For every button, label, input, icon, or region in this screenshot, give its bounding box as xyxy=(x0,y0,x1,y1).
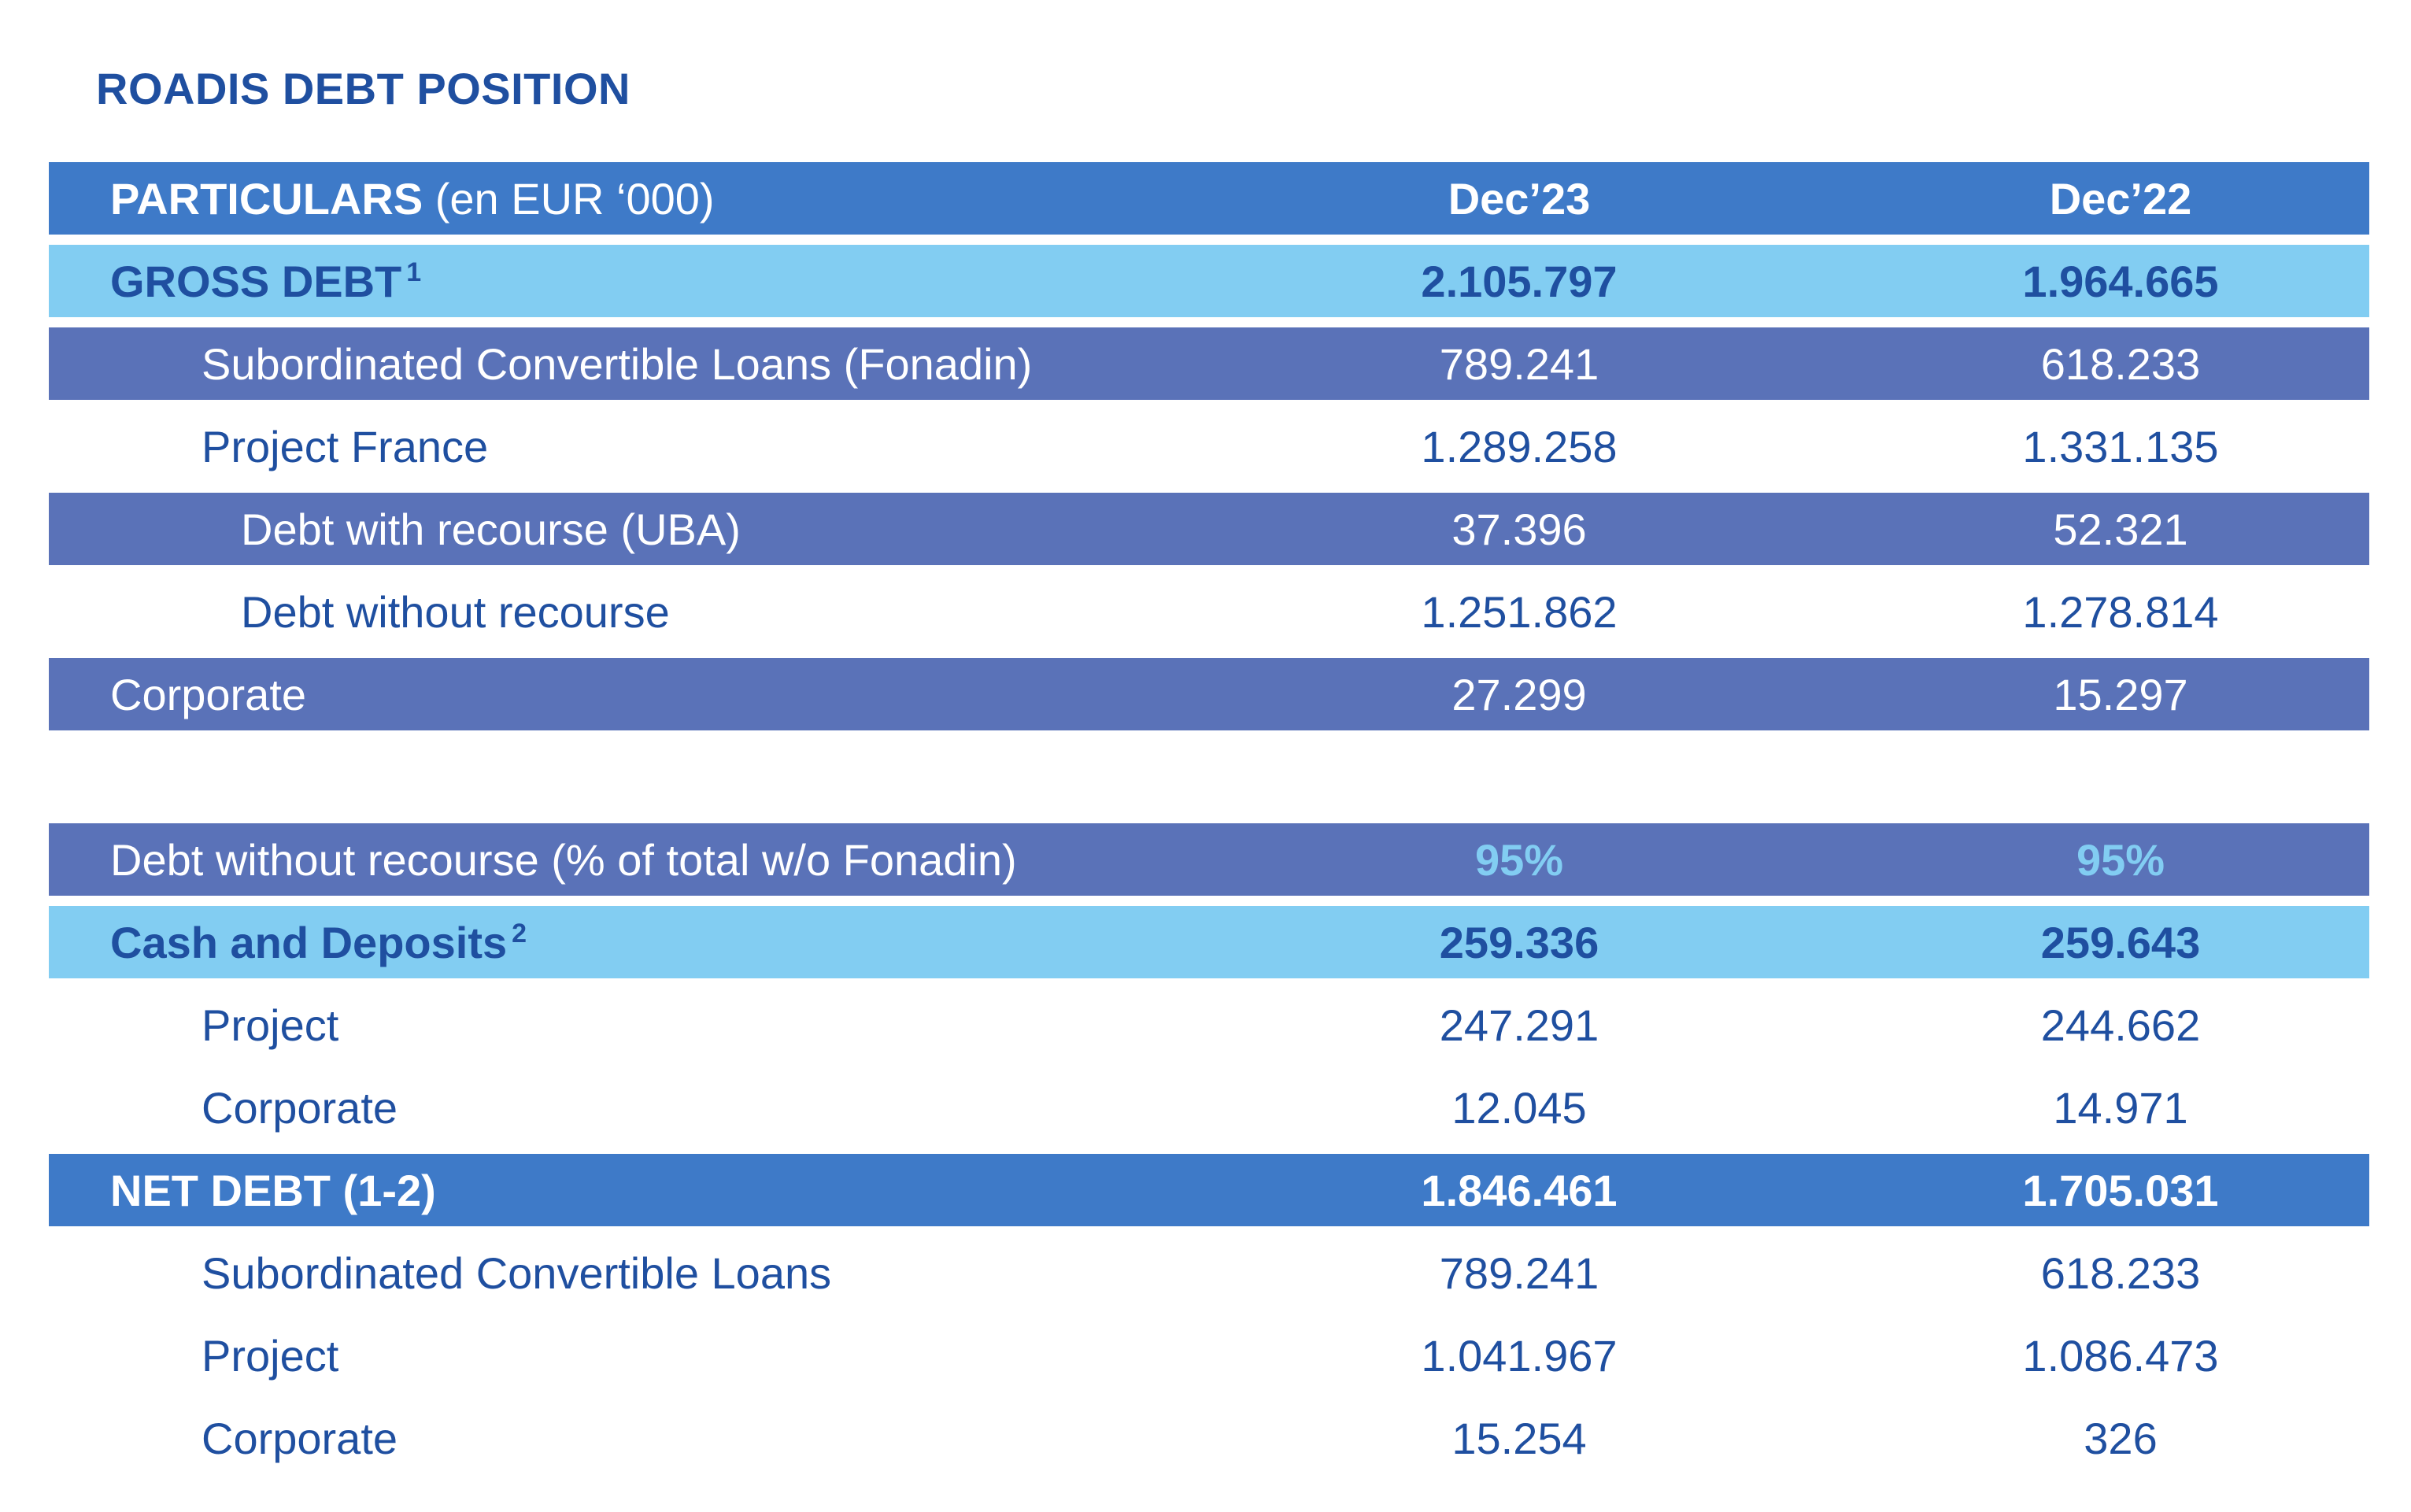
row-dec22: 95% xyxy=(2076,834,2165,885)
debt-table-bottom: Debt without recourse (% of total w/o Fo… xyxy=(49,823,2369,1484)
row-dec23: 2.105.797 xyxy=(1421,256,1618,306)
page-title: ROADIS DEBT POSITION xyxy=(96,64,630,113)
table-row-debt-without-recourse-pct: Debt without recourse (% of total w/o Fo… xyxy=(49,823,2369,896)
table-row: Corporate 15.254 326 xyxy=(49,1402,2369,1474)
row-label: GROSS DEBT xyxy=(110,256,402,306)
table-row-cash-deposits: Cash and Deposits 2 259.336 259.643 xyxy=(49,906,2369,978)
header-particulars: PARTICULARS xyxy=(110,173,423,224)
row-label: Corporate xyxy=(202,1082,398,1133)
table-row: Project France 1.289.258 1.331.135 xyxy=(49,410,2369,482)
row-dec22: 1.331.135 xyxy=(2022,421,2219,471)
row-dec23: 1.251.862 xyxy=(1421,586,1618,637)
row-dec23: 27.299 xyxy=(1451,669,1587,719)
row-label: Corporate xyxy=(110,669,307,719)
table-row: Project 1.041.967 1.086.473 xyxy=(49,1319,2369,1392)
footnote-marker: 1 xyxy=(406,257,422,287)
table-header-row: PARTICULARS (en EUR ‘000) Dec’23 Dec’22 xyxy=(49,162,2369,235)
row-dec22: 618.233 xyxy=(2040,1248,2201,1298)
table-row: Subordinated Convertible Loans (Fonadin)… xyxy=(49,327,2369,400)
row-label: Corporate xyxy=(202,1413,398,1463)
row-dec22: 1.086.473 xyxy=(2022,1330,2219,1381)
header-unit: (en EUR ‘000) xyxy=(434,173,715,224)
row-dec23: 789.241 xyxy=(1439,1248,1599,1298)
row-label: NET DEBT (1-2) xyxy=(110,1165,436,1215)
row-dec23: 247.291 xyxy=(1439,1000,1599,1050)
row-dec23: 1.289.258 xyxy=(1421,421,1618,471)
row-label: Debt without recourse xyxy=(241,586,670,637)
row-dec22: 14.971 xyxy=(2053,1082,2188,1133)
row-dec23: 1.041.967 xyxy=(1421,1330,1618,1381)
row-dec22: 244.662 xyxy=(2040,1000,2201,1050)
header-label: PARTICULARS (en EUR ‘000) xyxy=(110,173,715,224)
row-dec22: 618.233 xyxy=(2040,338,2201,389)
table-row: Debt with recourse (UBA) 37.396 52.321 xyxy=(49,493,2369,565)
debt-table-top: PARTICULARS (en EUR ‘000) Dec’23 Dec’22 … xyxy=(49,162,2369,741)
footnote-marker: 2 xyxy=(512,918,527,948)
row-dec22: 1.705.031 xyxy=(2022,1165,2219,1215)
row-dec22: 259.643 xyxy=(2040,917,2201,967)
row-dec23: 12.045 xyxy=(1451,1082,1587,1133)
table-row: Project 247.291 244.662 xyxy=(49,989,2369,1061)
row-label: Project France xyxy=(202,421,489,471)
row-label: Subordinated Convertible Loans (Fonadin) xyxy=(202,338,1033,389)
row-label: Subordinated Convertible Loans xyxy=(202,1248,832,1298)
row-label: Debt with recourse (UBA) xyxy=(241,504,741,554)
table-row: Corporate 27.299 15.297 xyxy=(49,658,2369,730)
row-dec23: 1.846.461 xyxy=(1421,1165,1618,1215)
row-dec22: 1.278.814 xyxy=(2022,586,2219,637)
row-dec23: 259.336 xyxy=(1439,917,1599,967)
row-label: Cash and Deposits xyxy=(110,917,508,967)
row-dec22: 1.964.665 xyxy=(2022,256,2219,306)
table-row: Subordinated Convertible Loans 789.241 6… xyxy=(49,1237,2369,1309)
row-dec22: 52.321 xyxy=(2053,504,2188,554)
table-row: Debt without recourse 1.251.862 1.278.81… xyxy=(49,575,2369,648)
row-dec23: 789.241 xyxy=(1439,338,1599,389)
row-label: Project xyxy=(202,1000,339,1050)
header-dec23: Dec’23 xyxy=(1448,173,1591,224)
row-dec23: 15.254 xyxy=(1451,1413,1587,1463)
table-row: Corporate 12.045 14.971 xyxy=(49,1071,2369,1144)
header-dec22: Dec’22 xyxy=(2049,173,2192,224)
row-label: Debt without recourse (% of total w/o Fo… xyxy=(110,834,1017,885)
table-row-net-debt: NET DEBT (1-2) 1.846.461 1.705.031 xyxy=(49,1154,2369,1226)
row-dec23: 95% xyxy=(1474,834,1564,885)
table-row-gross-debt: GROSS DEBT 1 2.105.797 1.964.665 xyxy=(49,245,2369,317)
row-dec22: 326 xyxy=(2084,1413,2158,1463)
row-label: Project xyxy=(202,1330,339,1381)
row-dec23: 37.396 xyxy=(1451,504,1587,554)
row-dec22: 15.297 xyxy=(2053,669,2188,719)
